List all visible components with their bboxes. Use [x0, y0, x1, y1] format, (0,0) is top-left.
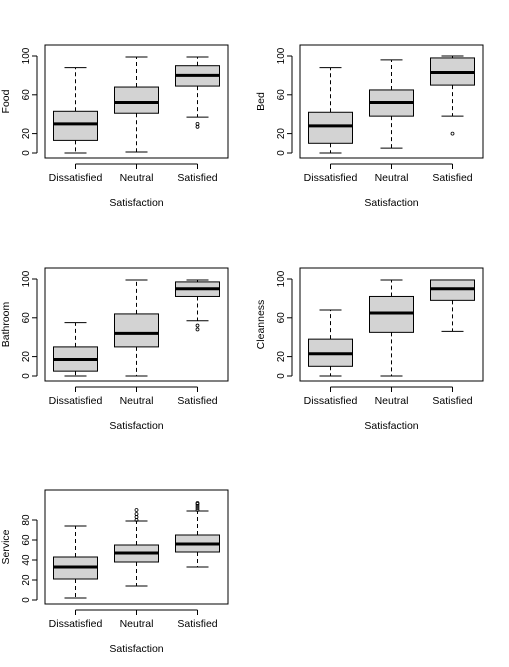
- x-tick-label-neutral: Neutral: [375, 395, 409, 407]
- box-neutral: [114, 56, 159, 153]
- y-tick-label: 0: [276, 150, 287, 156]
- x-tick-label-neutral: Neutral: [375, 172, 409, 184]
- outlier-point: [195, 506, 200, 510]
- outlier-point: [195, 327, 200, 332]
- y-tick-label: 20: [21, 574, 32, 586]
- y-tick-label: 0: [21, 150, 32, 156]
- y-axis-title: Bathroom: [0, 301, 12, 347]
- y-tick-label: 80: [21, 514, 32, 526]
- box-dissatisfied: [53, 525, 98, 599]
- x-axis-title: Satisfaction: [109, 643, 163, 655]
- outlier-point: [134, 508, 139, 512]
- y-tick-label: 20: [276, 351, 287, 363]
- y-tick-label: 100: [276, 47, 287, 64]
- y-tick-label: 20: [21, 128, 32, 140]
- y-tick-label: 60: [21, 89, 32, 101]
- plot-frame: [44, 44, 229, 159]
- outlier-point: [195, 323, 200, 328]
- chart-panel-cleanness: 0 20 60 100 Dissatisfied Neutral Satisfied Sati…: [255, 267, 484, 432]
- iqr-box: [308, 111, 353, 144]
- outlier-point: [195, 124, 200, 129]
- box-dissatisfied: [53, 67, 98, 154]
- box-satisfied: [175, 279, 220, 332]
- box-satisfied: [430, 279, 475, 332]
- plot-frame: [44, 489, 229, 605]
- x-tick-label-satisfied: Satisfied: [177, 618, 217, 630]
- y-tick-label: 0: [21, 373, 32, 379]
- y-tick-label: 60: [21, 534, 32, 546]
- plot-frame: [44, 267, 229, 382]
- box-neutral: [369, 279, 414, 377]
- y-tick-label: 60: [21, 312, 32, 324]
- chart-panel-bathroom: 0 20 60 100 Dissatisfied Neutral Satisfied Sati…: [0, 267, 229, 432]
- x-tick-label-satisfied: Satisfied: [177, 172, 217, 184]
- x-tick-label-satisfied: Satisfied: [432, 395, 472, 407]
- box-dissatisfied: [308, 309, 353, 377]
- outlier-point: [450, 131, 455, 136]
- chart-panel-bed: 0 20 60 100 Dissatisfied Neutral Satisfied Sati…: [255, 44, 484, 209]
- box-satisfied: [175, 56, 220, 129]
- box-dissatisfied: [308, 67, 353, 154]
- y-tick-label: 20: [21, 351, 32, 363]
- outlier-point: [195, 501, 200, 505]
- x-tick-label-satisfied: Satisfied: [432, 172, 472, 184]
- box-satisfied: [175, 501, 220, 568]
- plot-frame: [299, 267, 484, 382]
- y-tick-label: 100: [21, 270, 32, 287]
- x-tick-label-dissatisfied: Dissatisfied: [49, 618, 103, 630]
- x-tick-label-neutral: Neutral: [120, 618, 154, 630]
- y-tick-label: 60: [276, 89, 287, 101]
- outlier-point: [195, 508, 200, 512]
- box-neutral: [114, 279, 159, 377]
- x-tick-label-neutral: Neutral: [120, 172, 154, 184]
- y-tick-label: 100: [21, 47, 32, 64]
- y-axis-title: Service: [0, 529, 12, 564]
- iqr-box: [53, 110, 98, 141]
- x-tick-label-neutral: Neutral: [120, 395, 154, 407]
- x-tick-label-dissatisfied: Dissatisfied: [304, 172, 358, 184]
- x-tick-label-satisfied: Satisfied: [177, 395, 217, 407]
- iqr-box: [114, 86, 159, 114]
- box-satisfied: [430, 55, 475, 136]
- x-axis-title: Satisfaction: [364, 197, 418, 209]
- chart-panel-service: 0 20 40 60 80 Dissatisfied Neutral Satisfied Sat…: [0, 489, 229, 655]
- x-tick-label-dissatisfied: Dissatisfied: [49, 395, 103, 407]
- outlier-point: [134, 515, 139, 519]
- iqr-box: [114, 313, 159, 348]
- x-tick-label-dissatisfied: Dissatisfied: [49, 172, 103, 184]
- y-tick-label: 40: [21, 554, 32, 566]
- y-axis-title: Food: [0, 89, 12, 113]
- y-axis-title: Bed: [255, 92, 267, 111]
- x-tick-label-dissatisfied: Dissatisfied: [304, 395, 358, 407]
- y-axis-title: Cleanness: [255, 300, 267, 350]
- box-dissatisfied: [53, 322, 98, 377]
- y-tick-label: 0: [21, 597, 32, 603]
- box-neutral: [369, 59, 414, 149]
- y-tick-label: 0: [276, 373, 287, 379]
- y-tick-label: 100: [276, 270, 287, 287]
- y-tick-label: 60: [276, 312, 287, 324]
- x-axis-title: Satisfaction: [109, 197, 163, 209]
- plot-frame: [299, 44, 484, 159]
- x-axis-title: Satisfaction: [109, 420, 163, 432]
- box-neutral: [114, 508, 159, 587]
- chart-panel-food: 0 20 60 100 Dissatisfied Neutral Satisfied Sati…: [0, 44, 229, 209]
- outlier-point: [134, 512, 139, 516]
- y-tick-label: 20: [276, 128, 287, 140]
- x-axis-title: Satisfaction: [364, 420, 418, 432]
